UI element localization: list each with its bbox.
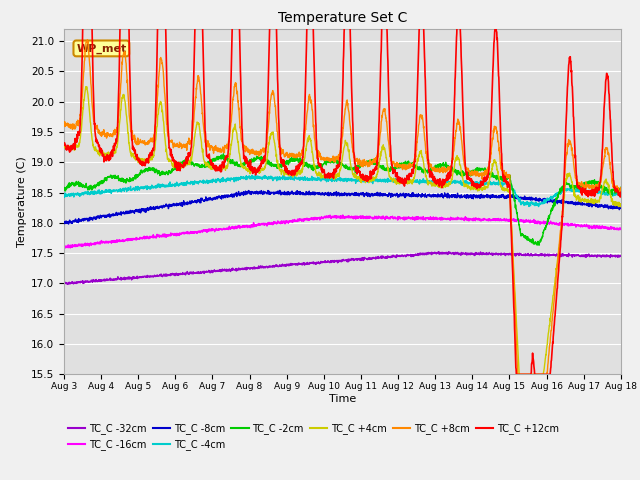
Y-axis label: Temperature (C): Temperature (C) bbox=[17, 156, 27, 247]
X-axis label: Time: Time bbox=[329, 394, 356, 404]
Text: WP_met: WP_met bbox=[76, 43, 127, 54]
Legend: TC_C -32cm, TC_C -16cm, TC_C -8cm, TC_C -4cm, TC_C -2cm, TC_C +4cm, TC_C +8cm, T: TC_C -32cm, TC_C -16cm, TC_C -8cm, TC_C … bbox=[64, 420, 563, 454]
Title: Temperature Set C: Temperature Set C bbox=[278, 11, 407, 25]
